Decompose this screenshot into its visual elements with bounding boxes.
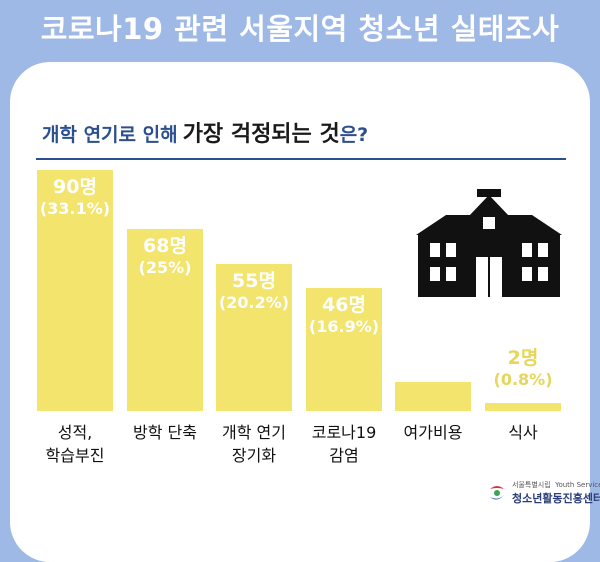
category-label: 코로나19 감염	[311, 423, 377, 465]
category-label: 여가비용	[403, 423, 463, 442]
question-prefix: 개학 연기로 인해	[42, 124, 178, 146]
page-title: 코로나19 관련 서울지역 청소년 실태조사	[40, 12, 560, 46]
bar-5	[395, 382, 471, 411]
bar-percent-label: (16.9%)	[308, 317, 380, 336]
bar-count-label: 2명	[507, 347, 539, 369]
bar-percent-label: (4%)	[412, 349, 454, 368]
bar-percent-label: (33.1%)	[39, 199, 111, 218]
bar-count-label: 11명	[411, 326, 455, 348]
question-divider	[36, 158, 566, 160]
bar-3	[216, 264, 292, 411]
footer-org-main: 청소년활동진흥센터	[512, 492, 600, 505]
question-main: 가장 걱정되는 것	[182, 122, 340, 147]
category-label: 개학 연기 장기화	[222, 423, 286, 465]
bar-value-label: 68명 (25%)	[120, 235, 210, 279]
youth-center-logo-icon	[488, 484, 506, 502]
category-label: 성적, 학습부진	[45, 423, 105, 465]
bar-value-label: 11명 (4%)	[388, 326, 478, 370]
bar-count-label: 55명	[232, 270, 276, 292]
bar-4	[306, 288, 382, 411]
bar-count-label: 68명	[143, 235, 187, 257]
bar-value-label: 90명 (33.1%)	[30, 176, 120, 220]
bar-count-label: 46명	[322, 294, 366, 316]
category-label: 방학 단축	[133, 423, 197, 442]
bar-2	[127, 229, 203, 411]
category-label: 식사	[508, 423, 538, 442]
bar-percent-label: (20.2%)	[218, 293, 290, 312]
question-heading: 개학 연기로 인해 가장 걱정되는 것은?	[42, 116, 562, 156]
bar-6	[485, 403, 561, 411]
bar-percent-label: (0.8%)	[493, 370, 553, 389]
school-building-icon	[416, 189, 562, 297]
footer-org-small: 서울특별시립 Youth Service Center	[512, 481, 600, 489]
bar-percent-label: (25%)	[138, 258, 192, 277]
bar-value-label: 55명 (20.2%)	[209, 270, 299, 314]
bar-count-label: 90명	[53, 176, 97, 198]
question-suffix: 은?	[339, 124, 369, 146]
bar-value-label: 2명 (0.8%)	[478, 347, 568, 391]
bar-1	[37, 170, 113, 411]
bar-value-label: 46명 (16.9%)	[299, 294, 389, 338]
